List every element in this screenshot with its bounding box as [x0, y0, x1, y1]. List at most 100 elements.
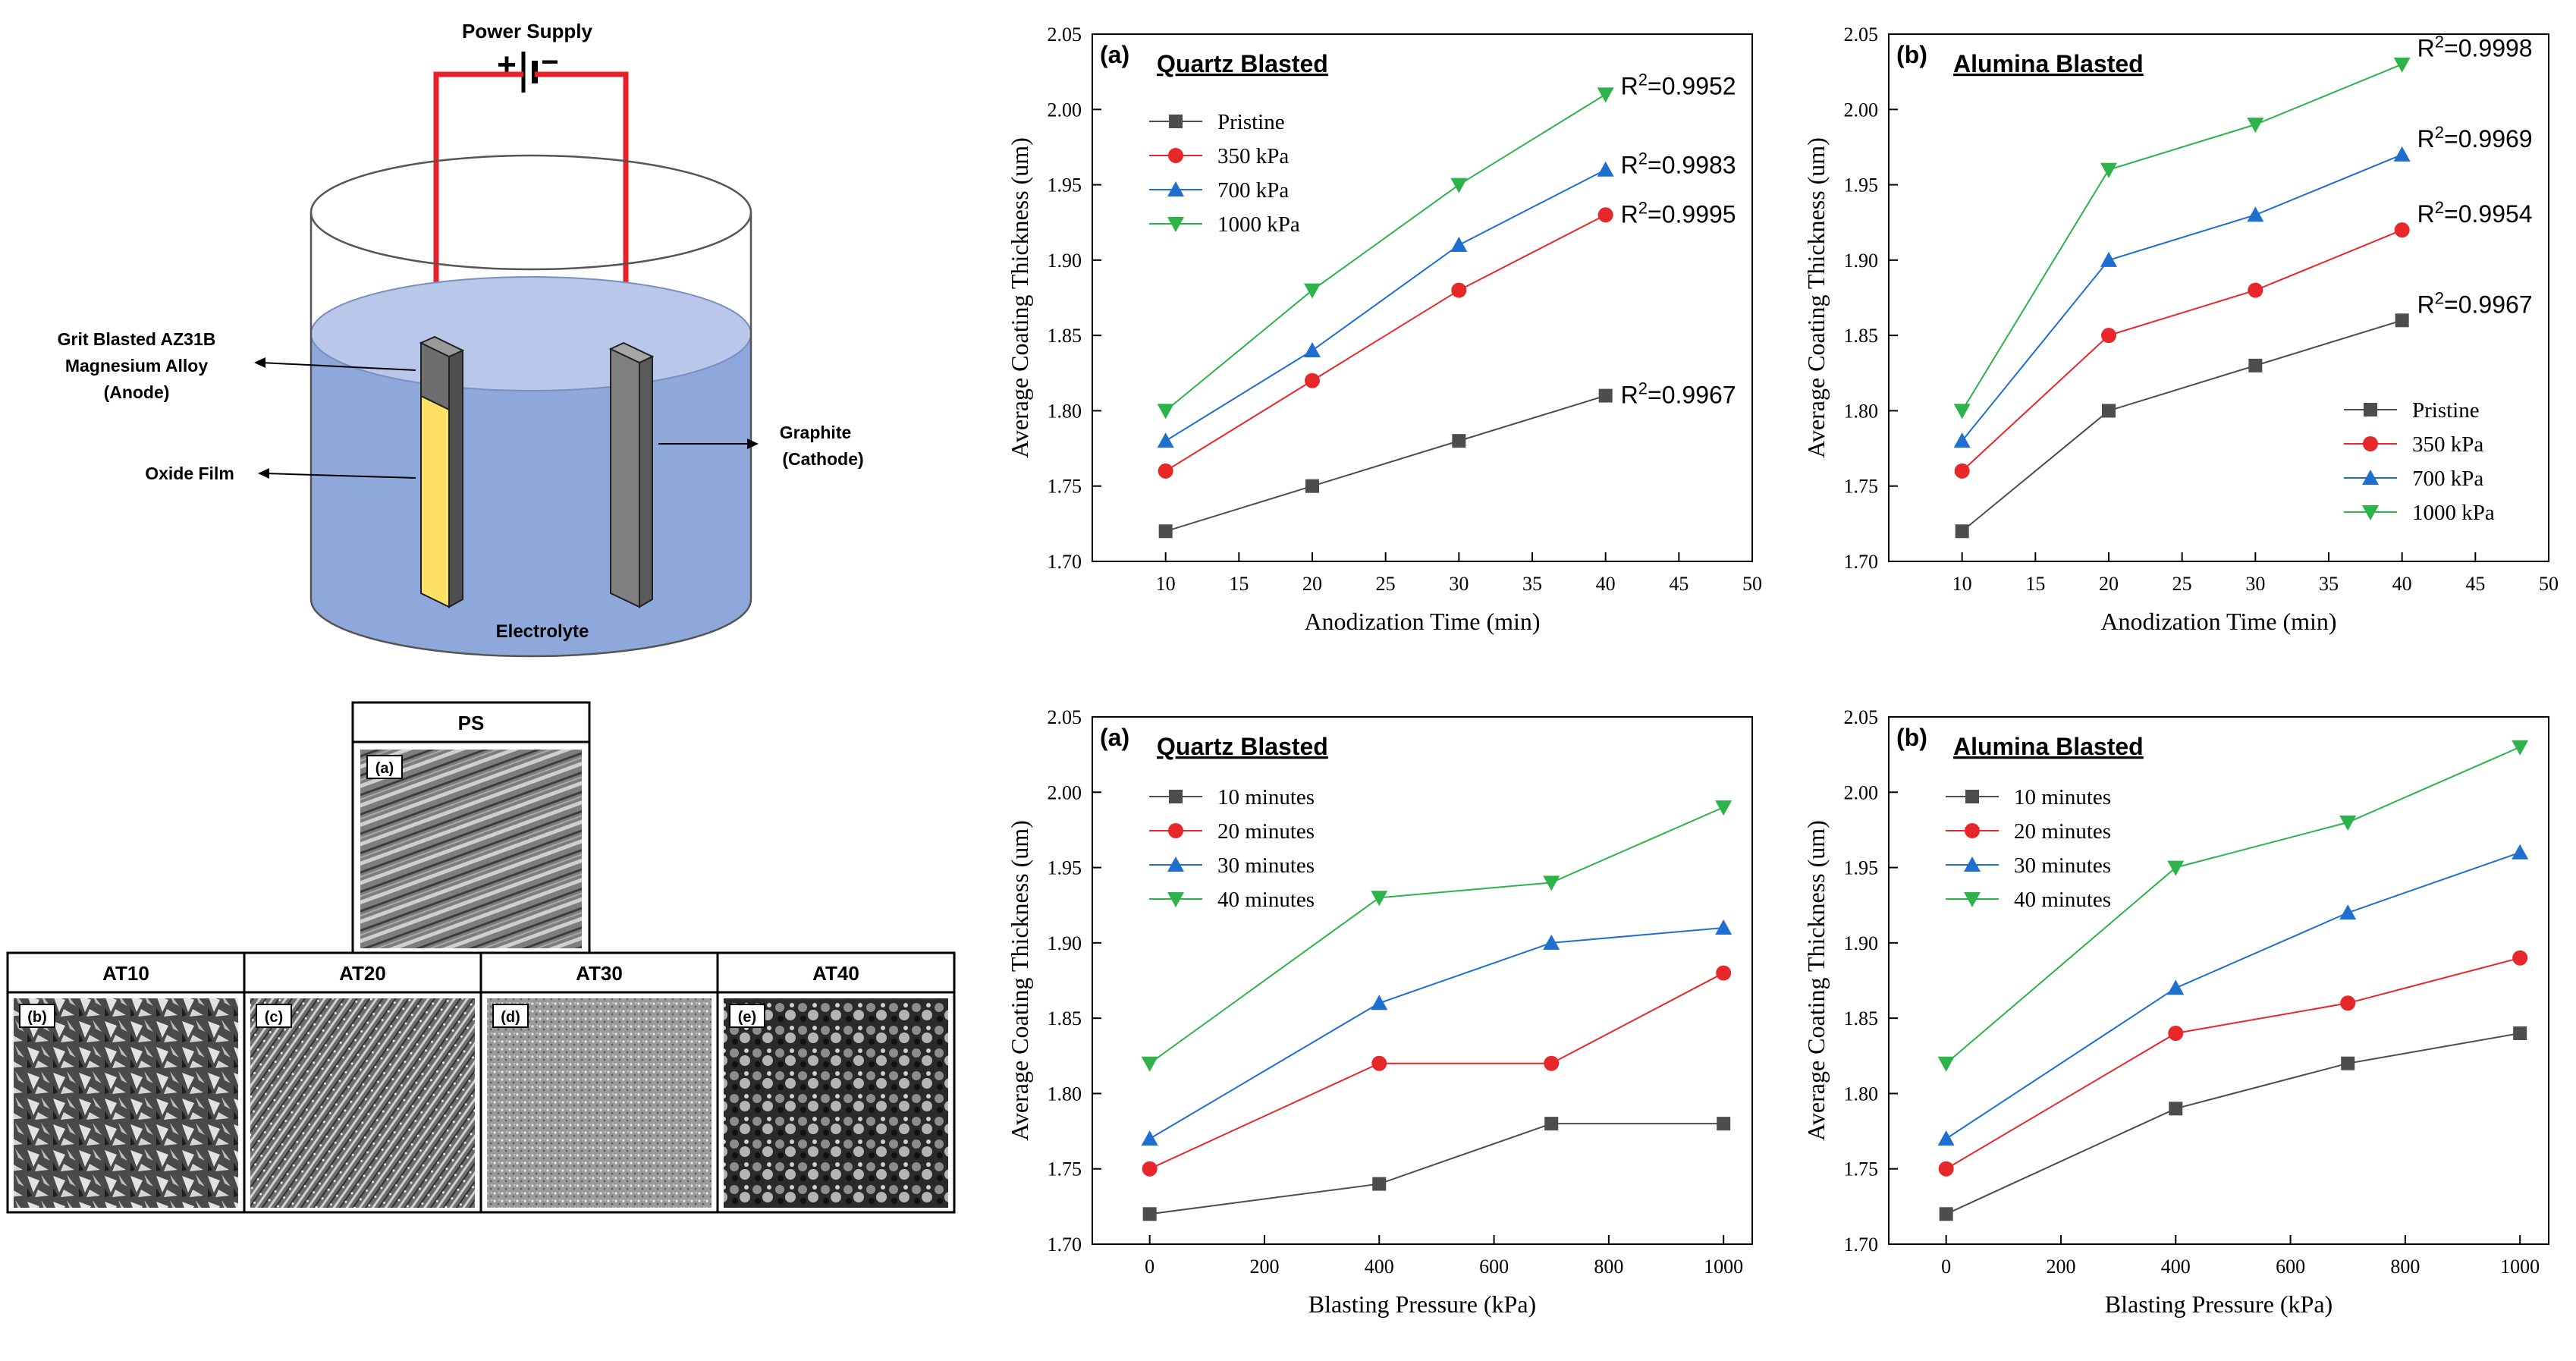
sem-header-at30: AT30: [576, 962, 623, 985]
sem-image-at10: [14, 998, 238, 1208]
x-tick-label: 50: [1742, 573, 1762, 595]
series-pristine: [1158, 388, 1613, 539]
sem-header-at10: AT10: [102, 962, 149, 985]
legend-marker: [2363, 436, 2378, 451]
legend-label: 30 minutes: [1217, 853, 1315, 878]
y-tick-label: 1.85: [1844, 325, 1879, 347]
x-axis-label: Anodization Time (min): [2100, 608, 2336, 635]
data-point: [1157, 432, 1174, 448]
panel-tag: (a): [1100, 41, 1129, 68]
data-point: [1715, 800, 1733, 816]
x-tick-label: 400: [1365, 1256, 1394, 1278]
legend-marker: [1964, 892, 1981, 907]
data-point: [1305, 372, 1320, 388]
oxide-arrow-line: [265, 473, 416, 479]
series-350-kpa: [1954, 222, 2410, 479]
data-point: [1544, 1117, 1559, 1131]
data-point: [1955, 524, 1969, 539]
sem-tag-d: (d): [501, 1009, 520, 1026]
y-tick-label: 1.85: [1048, 325, 1082, 347]
sem-image-at30: [487, 998, 712, 1208]
legend-label: 350 kPa: [1217, 144, 1289, 168]
electrolyte-surface: [310, 276, 752, 391]
data-point: [1954, 463, 1970, 479]
x-tick-label: 25: [2172, 573, 2192, 595]
series-line: [1165, 214, 1607, 472]
chart-alumina-pressure: 1.70 1.75 1.80 1.85 1.90 1.95 2.00 2.05 0 200 400 6…: [1802, 706, 2549, 1318]
series-20-minutes: [1938, 950, 2528, 1177]
data-point: [2395, 313, 2409, 328]
series-line: [1962, 319, 2402, 533]
legend-item-700-kpa: 700 kPa: [2344, 467, 2483, 491]
data-point: [2341, 1056, 2355, 1070]
data-point: [2100, 251, 2117, 267]
data-point: [1371, 995, 1388, 1011]
r2-label: R2=0.9967: [1621, 379, 1736, 409]
series-line: [1149, 972, 1724, 1170]
data-point: [1452, 434, 1466, 448]
plot-frame: [1092, 33, 1753, 562]
legend-item-350-kpa: 350 kPa: [1149, 144, 1289, 168]
sem-grid-drawing: PS (a) AT10 (b) AT20 (c) AT30: [6, 701, 956, 1214]
legend-label: 1000 kPa: [1217, 212, 1300, 237]
legend-label: Pristine: [2412, 398, 2480, 423]
y-tick-label: 1.85: [1844, 1007, 1879, 1029]
sem-micrograph-grid: PS (a) AT10 (b) AT20 (c) AT30: [0, 683, 963, 1259]
panel-tag: (a): [1100, 724, 1129, 751]
data-point: [2102, 404, 2116, 418]
series-line: [1961, 63, 2403, 411]
data-point: [1938, 1161, 1954, 1177]
series-pristine: [1955, 313, 2409, 539]
sem-header-ps: PS: [458, 712, 485, 734]
legend-marker: [1169, 790, 1183, 803]
legend-item-700-kpa: 700 kPa: [1149, 178, 1289, 203]
legend: 10 minutes 20 minutes 30 minutes 40 minutes: [1946, 785, 2111, 912]
power-supply-label: Power Supply: [462, 20, 592, 42]
y-axis-label: Average Coating Thickness (um): [1802, 137, 1830, 458]
legend-item-20-minutes: 20 minutes: [1946, 819, 2111, 844]
data-point: [1304, 342, 1321, 357]
y-tick-label: 1.80: [1844, 1083, 1879, 1105]
r2-label: R2=0.9954: [2417, 198, 2533, 228]
chart-title: Alumina Blasted: [1953, 733, 2144, 760]
legend: 10 minutes 20 minutes 30 minutes 40 minutes: [1149, 785, 1315, 912]
x-tick-label: 400: [2161, 1256, 2191, 1278]
data-point: [2339, 816, 2357, 831]
series-30-minutes: [1141, 919, 1733, 1146]
legend-item-40-minutes: 40 minutes: [1149, 888, 1315, 912]
y-tick-label: 2.00: [1844, 99, 1879, 121]
legend-label: 40 minutes: [1217, 888, 1315, 912]
legend-item-1000-kpa: 1000 kPa: [2344, 501, 2495, 525]
plus-sign: +: [497, 46, 517, 83]
x-tick-label: 1000: [1704, 1256, 1743, 1278]
y-tick-label: 1.80: [1048, 400, 1082, 422]
legend-item-30-minutes: 30 minutes: [1946, 853, 2111, 878]
sem-image-ps: [360, 750, 582, 948]
y-tick-label: 1.85: [1048, 1007, 1082, 1029]
y-tick-label: 1.95: [1844, 857, 1879, 879]
chart-title: Alumina Blasted: [1953, 50, 2144, 77]
x-tick-label: 800: [2390, 1256, 2420, 1278]
data-point: [1158, 463, 1173, 479]
series-30-minutes: [1937, 844, 2529, 1146]
legend-label: 10 minutes: [2014, 785, 2111, 809]
chart-title: Quartz Blasted: [1157, 733, 1328, 760]
data-point: [1158, 524, 1173, 539]
legend-item-10-minutes: 10 minutes: [1149, 785, 1315, 809]
y-axis-label: Average Coating Thickness (um): [1006, 137, 1033, 458]
data-point: [1450, 178, 1468, 193]
legend-marker: [1965, 790, 1979, 803]
plot-frame: [1092, 716, 1753, 1245]
legend-marker: [1167, 892, 1184, 907]
data-point: [1371, 891, 1388, 907]
y-tick-label: 1.90: [1048, 250, 1082, 272]
data-point: [1450, 237, 1468, 252]
sem-tag-a: (a): [375, 760, 394, 777]
y-tick-label: 1.95: [1048, 174, 1082, 196]
data-point: [1717, 1117, 1731, 1131]
series-40-minutes: [1937, 740, 2529, 1072]
data-point: [2512, 950, 2528, 966]
panel-tag: (b): [1896, 41, 1927, 68]
cathode-label-line1: Graphite: [780, 423, 852, 442]
series-line: [1946, 1033, 2521, 1215]
